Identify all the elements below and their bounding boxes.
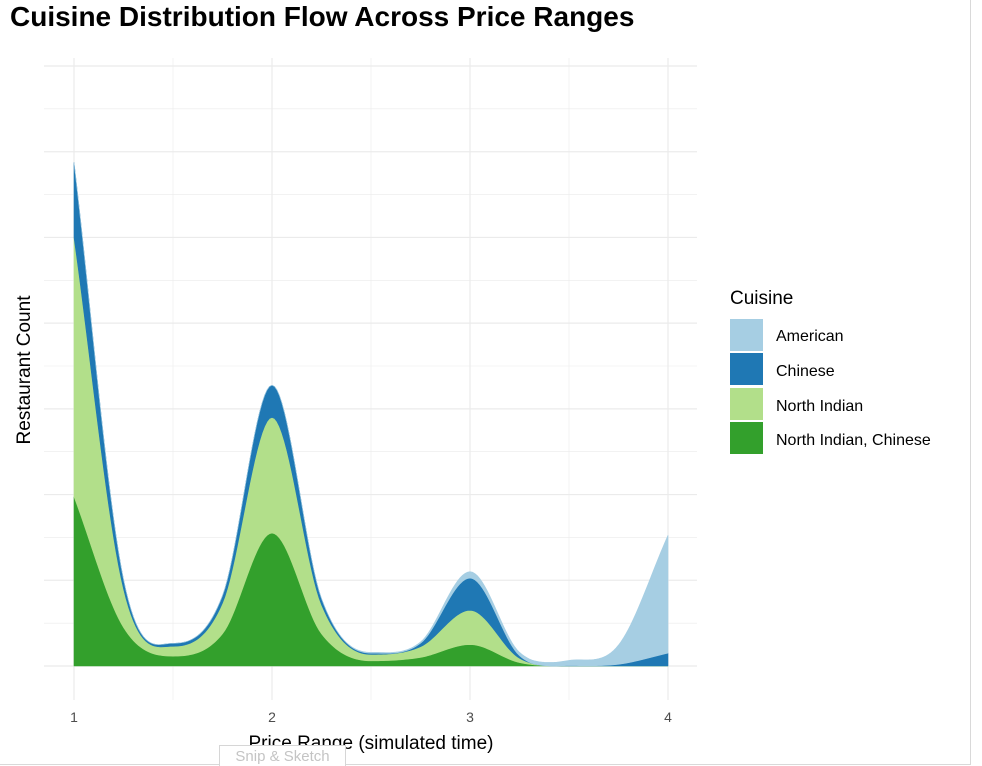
y-axis-label: Restaurant Count [14, 295, 35, 445]
area-layer [73, 162, 669, 667]
snip-sketch-caption: Snip & Sketch [219, 745, 346, 766]
x-tick-label: 4 [664, 709, 672, 725]
grid-layer [44, 58, 697, 700]
chart-title: Cuisine Distribution Flow Across Price R… [10, 1, 635, 32]
legend-label: American [776, 328, 844, 345]
legend-item-chinese: Chinese [730, 353, 835, 385]
area-series-american [73, 162, 669, 667]
legend-swatch-north-indian [730, 388, 763, 420]
legend-swatch-chinese [730, 353, 763, 385]
legend-label: North Indian [776, 398, 863, 415]
legend-swatch-north-indian-chinese [730, 422, 763, 454]
legend: Cuisine American Chinese North Indian No… [730, 288, 931, 454]
legend-label: Chinese [776, 363, 835, 380]
legend-item-american: American [730, 319, 844, 351]
x-tick-label: 1 [70, 709, 78, 725]
x-tick-label: 2 [268, 709, 276, 725]
x-tick-label: 3 [466, 709, 474, 725]
legend-item-north-indian: North Indian [730, 388, 863, 420]
legend-swatch-american [730, 319, 763, 351]
legend-item-north-indian-chinese: North Indian, Chinese [730, 422, 931, 454]
legend-title: Cuisine [730, 288, 793, 309]
legend-label: North Indian, Chinese [776, 432, 931, 449]
x-tick-layer: 1 2 3 4 [70, 709, 672, 725]
